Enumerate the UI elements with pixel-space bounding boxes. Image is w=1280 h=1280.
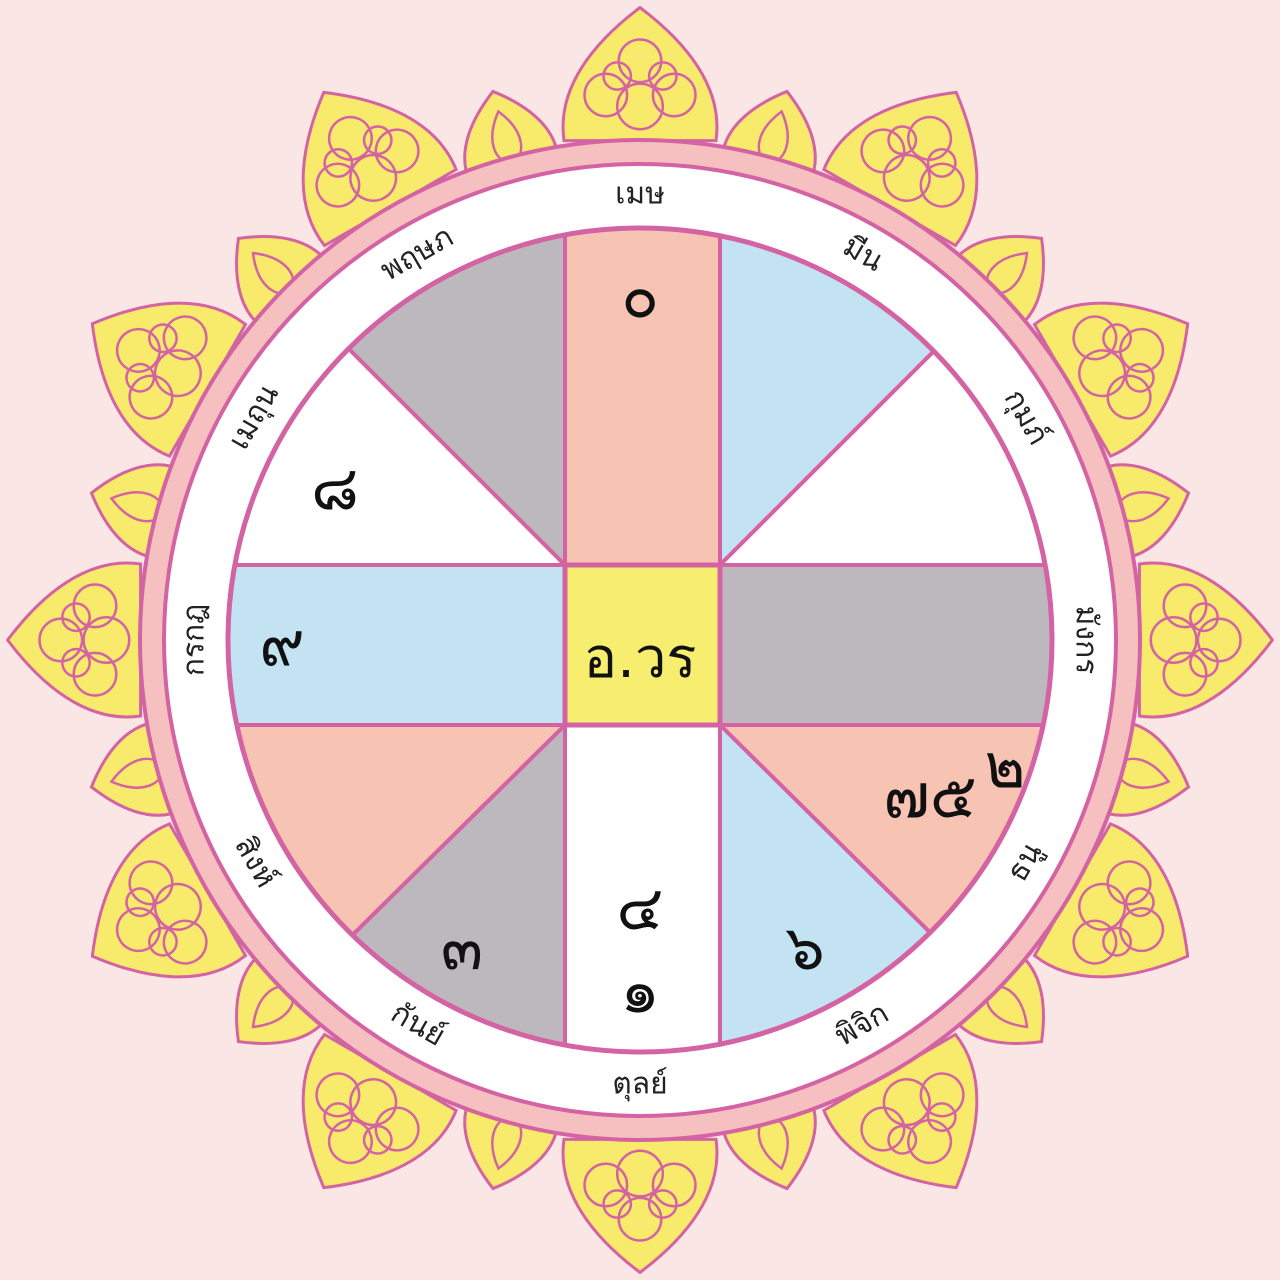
center-label: อ.วร [584, 626, 697, 691]
center-box [562, 562, 723, 728]
lotus-ornament [1137, 561, 1275, 719]
house-number-kanya: ๓ [441, 911, 483, 984]
sign-label: มังกร [1069, 606, 1104, 675]
lotus-ornament [301, 1032, 458, 1190]
lotus-ornament [1032, 822, 1190, 979]
lotus-ornament [822, 1032, 979, 1190]
lotus-ornament [561, 1137, 719, 1275]
house-number-mesha: ๐ [621, 259, 659, 332]
sign-label: ตุลย์ [612, 1067, 667, 1103]
house-number-tula-2: ๑ [620, 954, 659, 1027]
lotus-ornament [561, 5, 719, 143]
lotus-ornament [5, 561, 143, 719]
lotus-ornament [90, 301, 248, 458]
house-number-dhanu: ๗๕ [883, 759, 977, 832]
sign-label: กรกฎ [177, 604, 212, 677]
house-number-methun: ๘ [311, 451, 359, 524]
house-number-phichik: ๖ [785, 911, 824, 984]
sign-label: เมษ [615, 177, 665, 212]
lotus-ornament [822, 90, 979, 248]
inner-circle-line [225, 225, 1055, 1055]
house-number-dhanu-superscript: ๒ [985, 729, 1026, 802]
house-number-kaurakot: ๙ [259, 607, 304, 680]
house-numbers: ๐ ๗๕ ๒ ๖ ๔ ๑ ๓ ๙ ๘ [259, 259, 1025, 1027]
house-number-tula-1: ๔ [617, 871, 664, 944]
